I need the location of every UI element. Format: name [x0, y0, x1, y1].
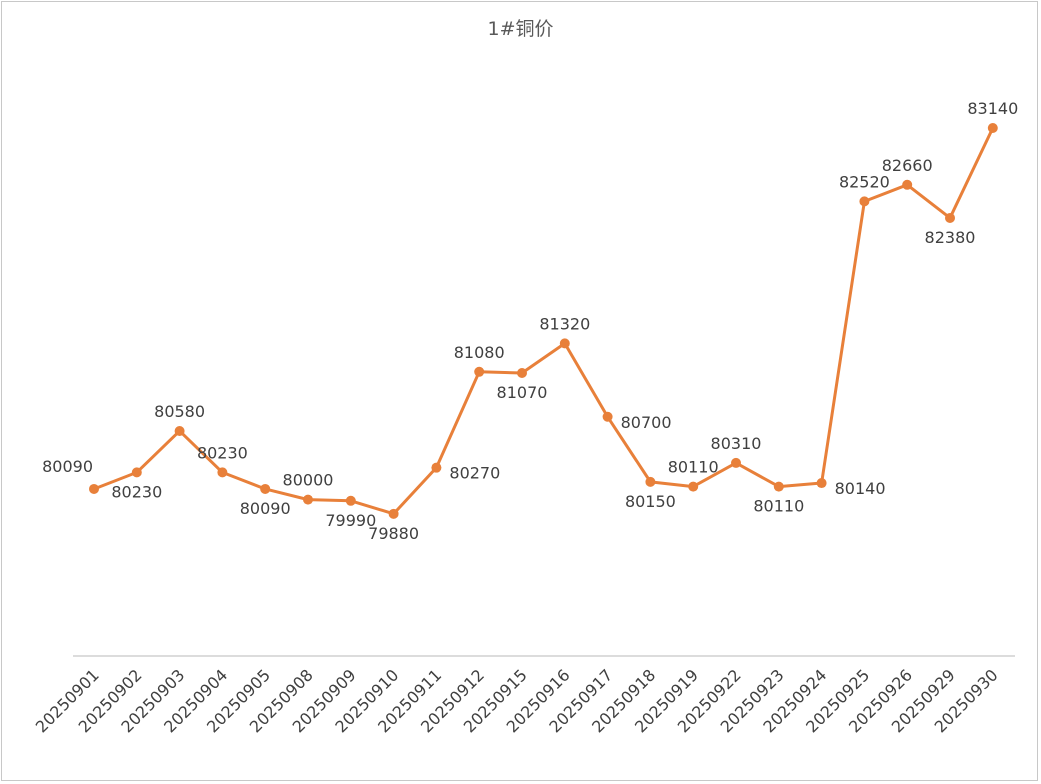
data-point	[773, 481, 784, 492]
data-label: 80000	[283, 471, 334, 490]
data-label: 80150	[625, 492, 676, 511]
data-label: 80090	[42, 457, 93, 476]
data-label: 83140	[967, 99, 1018, 118]
data-point	[559, 338, 570, 349]
data-point	[431, 462, 442, 473]
data-point	[89, 483, 99, 494]
data-point	[388, 508, 399, 519]
x-tick-labels: 2025090120250902202509032025090420250905…	[32, 665, 1002, 736]
data-label: 82380	[925, 228, 976, 247]
data-label: 80700	[621, 413, 672, 432]
data-point	[902, 179, 913, 190]
markers	[89, 122, 998, 519]
data-point	[260, 483, 271, 494]
data-labels: 80090 80230 80580 80230 80090 80000 7999079880…	[42, 99, 1018, 543]
data-label: 80110	[668, 458, 719, 477]
data-label: 82520	[839, 172, 890, 191]
data-label: 81080	[454, 343, 505, 362]
data-point	[217, 467, 228, 478]
data-point	[131, 467, 142, 478]
data-label: 81320	[539, 314, 590, 333]
data-point	[945, 212, 955, 223]
data-label: 80310	[711, 434, 762, 453]
drop-lines	[93, 127, 994, 628]
data-point	[345, 495, 356, 506]
data-point	[731, 457, 741, 468]
data-label: 80580	[154, 402, 205, 421]
data-label: 80230	[111, 482, 162, 501]
data-label: 80110	[753, 497, 804, 516]
data-point	[602, 411, 613, 422]
data-label: 79990	[325, 511, 376, 530]
data-label: 80230	[197, 443, 248, 462]
data-point	[859, 196, 870, 207]
data-point	[517, 367, 527, 378]
data-point	[816, 478, 827, 489]
data-point	[174, 425, 185, 436]
data-point	[474, 366, 485, 377]
data-point	[987, 122, 998, 133]
series-line	[93, 127, 995, 516]
data-label: 82660	[882, 156, 933, 175]
data-point	[688, 481, 699, 492]
data-label: 79880	[368, 524, 419, 543]
data-label: 81070	[497, 383, 548, 402]
data-point	[645, 476, 656, 487]
data-label: 80270	[449, 464, 500, 483]
chart-title: 1#铜价	[487, 18, 554, 40]
data-label: 80090	[240, 499, 291, 518]
data-label: 80140	[835, 479, 886, 498]
data-point	[303, 494, 313, 505]
